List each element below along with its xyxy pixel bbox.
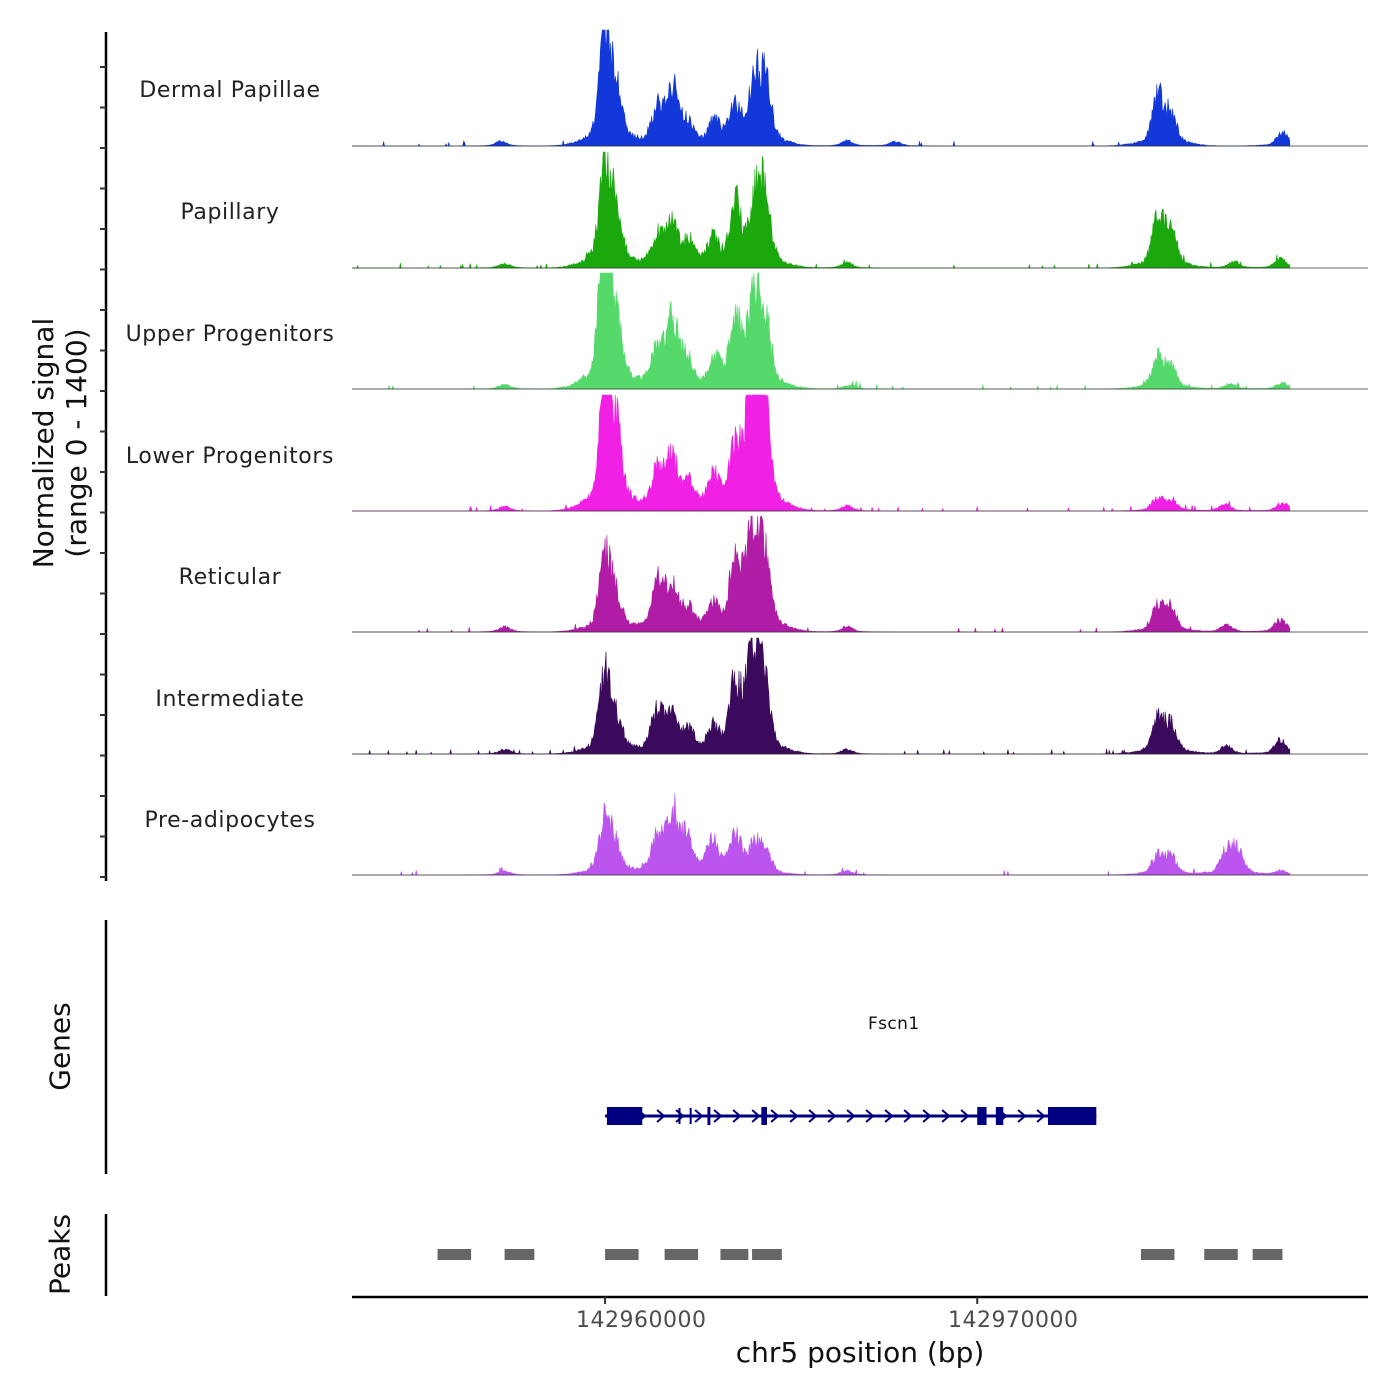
coverage-track <box>352 515 1368 633</box>
strand-arrow <box>922 1109 932 1123</box>
coverage-tracks <box>352 29 1368 876</box>
strand-arrow <box>960 1109 970 1123</box>
x-axis <box>352 1295 1368 1304</box>
strand-arrow <box>1036 1109 1046 1123</box>
track-label: Dermal Papillae <box>139 78 321 103</box>
y-axis-title-line2: (range 0 - 1400) <box>60 328 93 558</box>
coverage-area <box>352 637 1291 755</box>
coverage-track <box>352 272 1368 390</box>
strand-arrow <box>713 1109 723 1123</box>
gene-exon <box>995 1107 1004 1125</box>
coverage-area <box>352 272 1291 390</box>
strand-arrow <box>1017 1109 1027 1123</box>
gene-exon <box>707 1107 711 1125</box>
gene-exon <box>761 1107 767 1125</box>
y-axis-title: Normalized signal (range 0 - 1400) <box>27 243 93 643</box>
coverage-track <box>352 151 1368 270</box>
peak-region <box>1252 1249 1283 1260</box>
strand-arrow <box>656 1109 666 1123</box>
peaks-panel-title: Peaks <box>43 1213 77 1296</box>
gene-name-fscn1: Fscn1 <box>868 1014 920 1034</box>
peak-region <box>605 1249 639 1260</box>
coverage-area <box>352 515 1291 633</box>
track-label: Reticular <box>178 565 282 590</box>
strand-arrow <box>884 1109 894 1123</box>
coverage-area <box>352 793 1291 876</box>
coverage-track <box>352 637 1368 755</box>
gene-exon <box>606 1107 643 1125</box>
strand-arrow <box>732 1109 742 1123</box>
peaks-panel <box>104 1214 1283 1296</box>
strand-arrow <box>694 1109 704 1123</box>
coverage-area <box>352 29 1291 147</box>
strand-arrow <box>846 1109 856 1123</box>
strand-arrow <box>675 1109 685 1123</box>
strand-arrow <box>770 1109 780 1123</box>
coverage-area <box>352 151 1291 270</box>
peak-region <box>1140 1249 1175 1260</box>
track-label: Intermediate <box>155 687 305 712</box>
track-label: Papillary <box>180 200 280 225</box>
strand-arrow <box>789 1109 799 1123</box>
peak-region <box>664 1249 699 1260</box>
genes-panel <box>104 920 1097 1174</box>
strand-arrow <box>941 1109 951 1123</box>
genes-panel-title: Genes <box>43 1002 77 1091</box>
peak-region <box>437 1249 472 1260</box>
coverage-track <box>352 793 1368 876</box>
coverage-track <box>352 394 1368 512</box>
track-label: Upper Progenitors <box>125 322 335 347</box>
peak-region <box>504 1249 535 1260</box>
strand-arrow <box>808 1109 818 1123</box>
peak-region <box>752 1249 782 1260</box>
gene-exon <box>1047 1107 1097 1125</box>
strand-arrow <box>865 1109 875 1123</box>
peak-region <box>1204 1249 1238 1260</box>
x-tick-label: 142970000 <box>948 1308 1079 1333</box>
peak-region <box>720 1249 749 1260</box>
strand-arrow <box>827 1109 837 1123</box>
coverage-area <box>352 394 1291 512</box>
x-axis-title: chr5 position (bp) <box>735 1336 985 1369</box>
y-axis-title-line1: Normalized signal <box>27 317 60 569</box>
coverage-track <box>352 29 1368 147</box>
track-label: Lower Progenitors <box>125 444 335 469</box>
strand-arrow <box>751 1109 761 1123</box>
x-tick-label: 142960000 <box>576 1308 707 1333</box>
track-label: Pre-adipocytes <box>144 808 316 833</box>
strand-arrow <box>903 1109 913 1123</box>
gene-exon <box>977 1107 987 1125</box>
signal-y-axis <box>100 32 108 881</box>
